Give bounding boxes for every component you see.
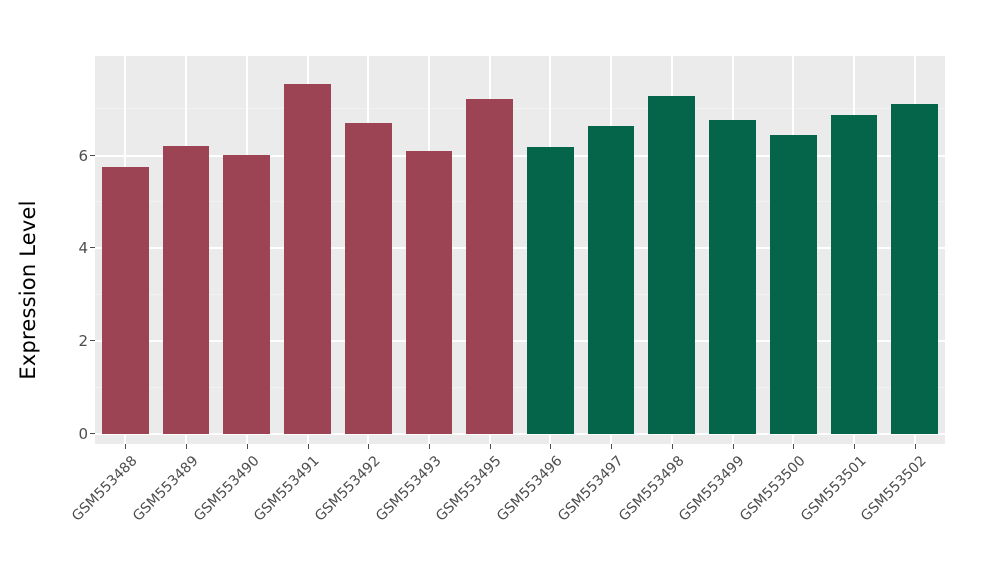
y-axis-tick-label: 4 [78,239,88,258]
x-axis-tick-mark [671,444,673,449]
bar[interactable] [587,125,635,434]
x-axis-tick-mark [368,444,370,449]
bar[interactable] [769,134,817,434]
bar[interactable] [526,146,574,434]
x-axis-tick-mark [489,444,491,449]
x-axis-tick-mark [307,444,309,449]
gridline-major-horizontal [95,340,945,343]
bar[interactable] [405,151,453,434]
y-axis-tick-mark [90,340,95,342]
gridline-minor-horizontal [95,201,945,203]
y-axis-tick-label: 2 [78,332,88,351]
bar[interactable] [648,95,696,434]
gridline-minor-horizontal [95,386,945,388]
gridline-major-horizontal [95,433,945,435]
x-axis-tick-mark [186,444,188,449]
x-axis-tick-mark [732,444,734,449]
bar[interactable] [284,84,331,434]
x-axis: GSM553488 GSM553489 GSM553490 GSM553491 GSM5… [69,444,945,580]
gridline-minor-horizontal [95,108,945,110]
x-axis-tick-mark [428,444,430,449]
x-axis-tick-mark [246,444,248,449]
y-axis-tick-mark [90,433,95,434]
x-axis-tick-mark [853,444,855,449]
y-axis-tick-mark [90,154,95,156]
bar[interactable] [101,167,149,434]
y-axis-tick-label: 6 [78,146,88,165]
bar[interactable] [344,123,392,434]
y-axis-tick-mark [90,247,95,249]
bar[interactable] [891,103,939,434]
x-axis-tick-mark [125,444,127,449]
y-axis-tick-label: 0 [78,425,88,443]
bar[interactable] [223,154,271,434]
gridline-major-horizontal [95,247,945,250]
bar[interactable] [830,114,878,434]
y-axis: 0 2 4 6 [0,0,95,580]
gridline-minor-horizontal [95,293,945,295]
x-axis-tick-mark [611,444,613,449]
gridline-major-horizontal [95,154,945,157]
bar[interactable] [162,145,210,434]
plot-panel [95,56,945,444]
bar[interactable] [466,98,514,434]
x-axis-tick-mark [550,444,552,449]
x-axis-tick-mark [793,444,795,449]
bar[interactable] [709,120,756,434]
x-axis-tick-mark [914,444,916,449]
